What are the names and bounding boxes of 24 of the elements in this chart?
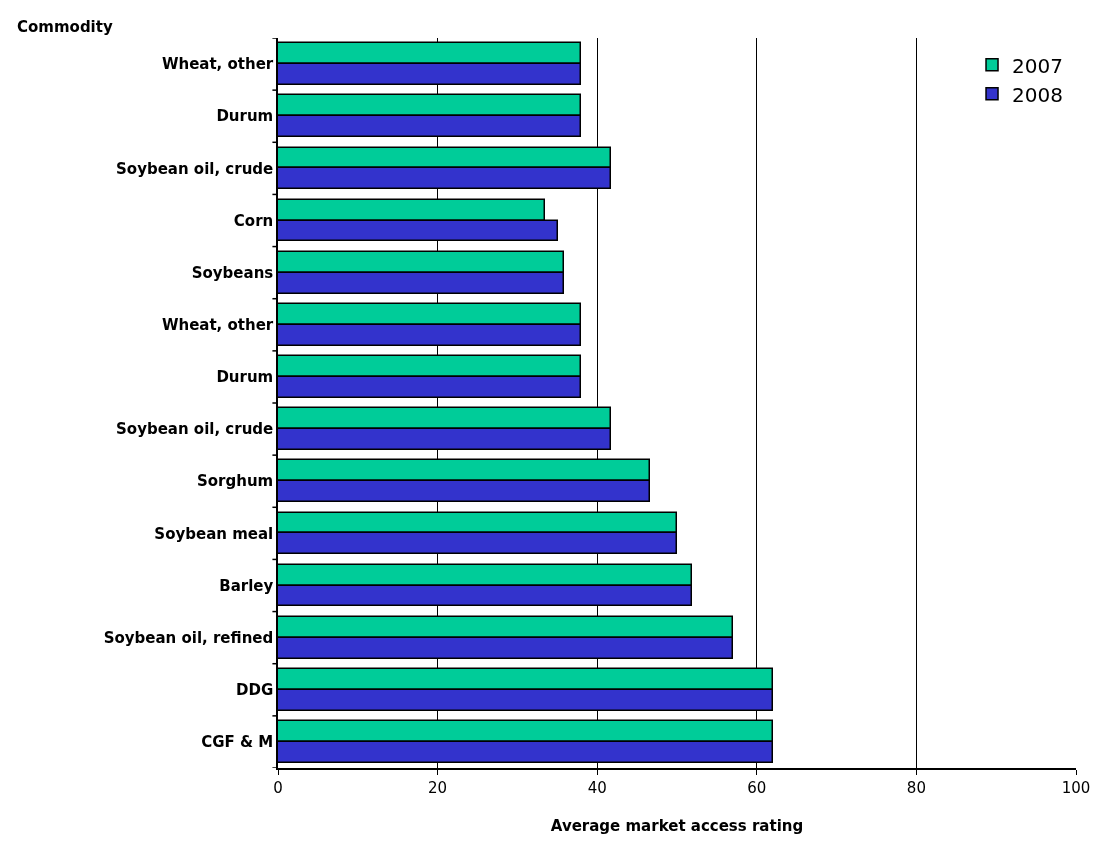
y-tick-label: Durum xyxy=(216,107,274,126)
y-axis-title: Commodity xyxy=(17,18,113,36)
y-tick-label: Corn xyxy=(233,211,274,230)
legend-label: 2008 xyxy=(1012,82,1063,107)
y-tick-label: Wheat, other xyxy=(161,55,274,74)
y-tick-label: Soybean oil, crude xyxy=(116,159,274,178)
x-tick-label: 20 xyxy=(428,778,448,797)
y-tick-label: Barley xyxy=(219,576,274,595)
y-tick-label: Durum xyxy=(216,368,274,387)
x-axis-title: Average market access rating xyxy=(550,817,804,836)
y-tick-label: DDG xyxy=(236,681,274,700)
y-tick-label: CGF & M xyxy=(201,733,274,752)
x-tick-label: 80 xyxy=(906,778,926,797)
y-tick-label: Sorghum xyxy=(197,472,274,491)
y-tick-label: Soybean oil, crude xyxy=(116,420,274,439)
x-tick-label: 60 xyxy=(747,778,767,797)
y-tick-label: Soybean oil, refined xyxy=(103,628,274,647)
x-tick-label: 40 xyxy=(587,778,607,797)
legend-label: 2007 xyxy=(1012,53,1063,78)
x-tick-label: 0 xyxy=(273,778,283,797)
y-tick-label: Wheat, other xyxy=(161,316,274,335)
x-tick-label: 100 xyxy=(1061,778,1091,797)
y-tick-label: Soybean meal xyxy=(154,524,274,543)
y-tick-label: Soybeans xyxy=(191,263,274,282)
